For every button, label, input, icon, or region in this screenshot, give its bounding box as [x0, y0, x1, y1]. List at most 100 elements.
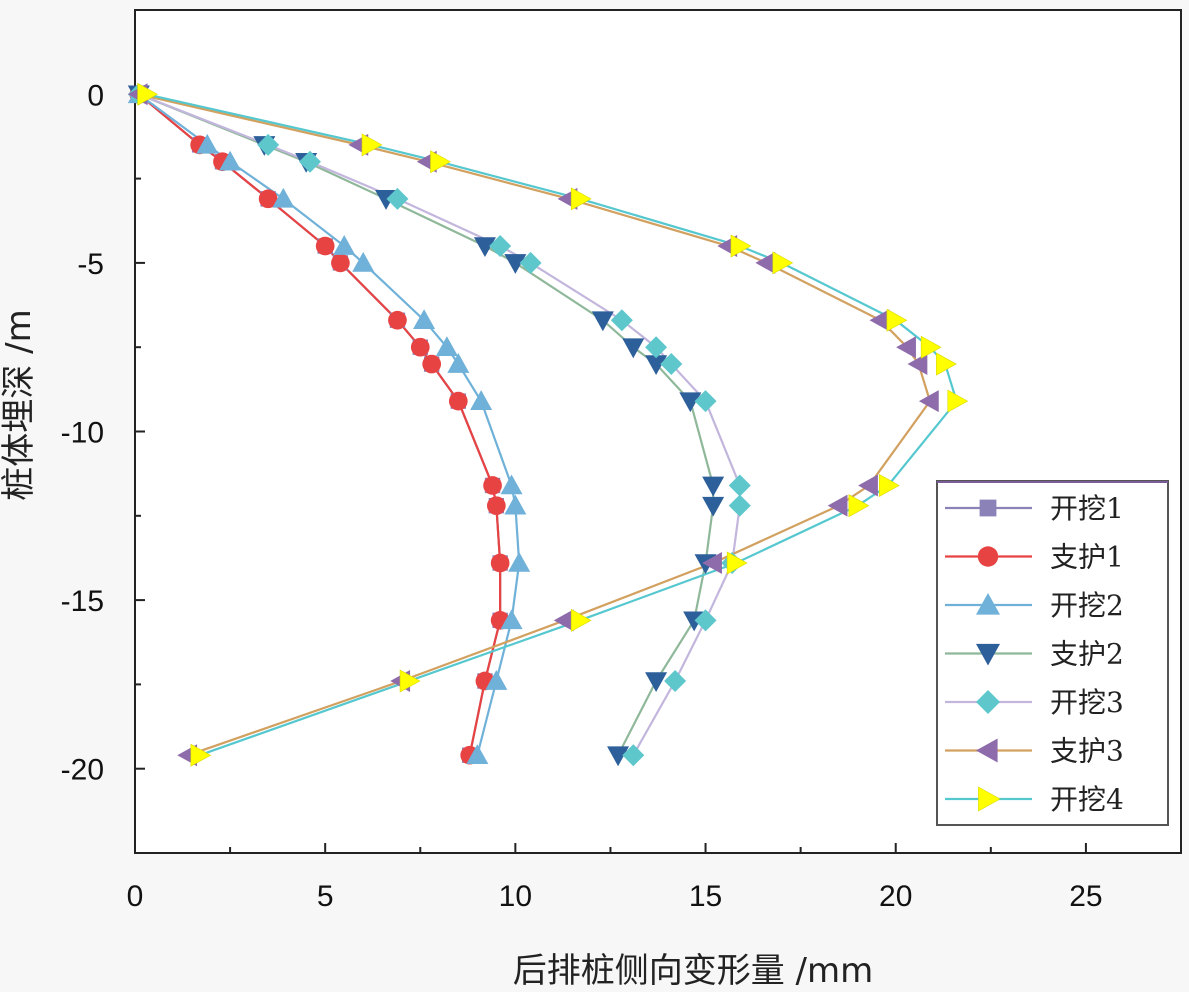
series-5-point	[664, 670, 687, 693]
series-4-point	[702, 496, 725, 517]
series-2-point	[331, 253, 350, 273]
series-4-point	[645, 355, 668, 376]
series-7-point	[920, 335, 942, 359]
series-line-2	[138, 93, 502, 756]
legend-marker-4	[976, 643, 1000, 666]
series-7-point	[772, 251, 794, 275]
legend-marker-2	[977, 546, 999, 567]
series-5-point	[622, 744, 645, 767]
legend-label-4: 支护2	[1050, 638, 1124, 671]
series-7-point	[730, 234, 752, 258]
series-5-point	[610, 309, 633, 332]
x-axis-title: 后排桩侧向变形量 /mm	[513, 951, 874, 991]
series-markers	[127, 82, 969, 767]
series-2-point	[448, 391, 468, 411]
series-2-point	[490, 553, 510, 573]
series-2-point	[483, 476, 502, 495]
series-4-point	[622, 338, 645, 359]
x-tick-label: 10	[499, 880, 532, 913]
series-5-point	[298, 150, 321, 173]
x-tick-label: 15	[689, 880, 722, 913]
series-3-point	[219, 150, 242, 171]
series-3-point	[413, 309, 436, 330]
legend-marker-3	[976, 593, 1000, 615]
series-3-point	[196, 133, 219, 154]
series-5-point	[519, 251, 542, 274]
series-3-point	[485, 670, 508, 690]
y-tick-label: -15	[61, 585, 104, 618]
series-4-point	[645, 672, 668, 693]
legend: 开挖1 支护1 开挖2 支护2 开挖3 支护3 开挖4	[936, 480, 1169, 826]
series-4-point	[607, 746, 630, 767]
series-3-point	[470, 390, 493, 410]
series-2-point	[315, 236, 335, 256]
series-3-point	[272, 187, 295, 208]
series-7-point	[190, 743, 212, 767]
series-3-point	[466, 744, 489, 765]
series-3-point	[508, 552, 531, 572]
series-2-point	[410, 337, 430, 357]
legend-marker-7	[978, 786, 1001, 812]
series-7-point	[726, 551, 748, 575]
series-4-point	[473, 237, 496, 258]
series-5-point	[694, 609, 717, 632]
series-6-point	[702, 552, 722, 575]
axis-ticks	[134, 9, 1182, 854]
series-line-4	[138, 93, 715, 756]
legend-label-5: 开挖3	[1050, 686, 1124, 719]
x-tick-labels: 0 5 10 15 20 25	[127, 880, 1103, 913]
series-7-point	[936, 352, 957, 376]
series-5-point	[257, 133, 280, 156]
series-5-point	[386, 187, 409, 210]
series-7-point	[399, 669, 421, 693]
legend-label-3: 开挖2	[1050, 589, 1124, 622]
series-7-point	[570, 187, 592, 211]
series-2-point	[388, 310, 407, 330]
y-tick-labels: 0 -5 -10 -15 -20	[61, 79, 104, 786]
y-tick-label: -20	[61, 754, 104, 787]
series-7-point	[879, 473, 900, 497]
series-3-point	[500, 609, 523, 630]
series-7-point	[361, 133, 383, 157]
series-lines	[138, 93, 958, 757]
x-tick-label: 20	[879, 880, 912, 913]
x-tick-label: 0	[127, 880, 144, 913]
series-7-point	[570, 608, 592, 632]
series-6-point	[896, 336, 916, 359]
series-6-point	[755, 251, 776, 274]
series-6-point	[827, 494, 848, 517]
legend-marker-1	[979, 499, 997, 517]
y-tick-label: -10	[61, 417, 104, 450]
legend-label-2: 支护1	[1050, 541, 1124, 574]
series-2-point	[422, 354, 442, 374]
series-7-point	[430, 150, 451, 174]
legend-label-1: 开挖1	[1050, 492, 1124, 525]
series-5-point	[489, 235, 512, 258]
series-7-point	[137, 82, 159, 106]
y-tick-label: 0	[87, 79, 104, 112]
series-6-point	[869, 309, 890, 332]
series-3-point	[352, 251, 375, 272]
legend-marker-5	[976, 690, 1000, 714]
series-5-point	[728, 474, 751, 497]
series-6-point	[858, 474, 878, 497]
series-2-point	[486, 496, 506, 516]
series-6-point	[553, 609, 574, 632]
series-5-point	[694, 390, 717, 413]
series-7-point	[886, 308, 908, 332]
series-4-point	[591, 311, 614, 332]
legend-label-7: 开挖4	[1050, 783, 1124, 816]
series-4-point	[679, 392, 702, 413]
x-tick-label: 25	[1069, 880, 1102, 913]
series-5-point	[645, 336, 668, 359]
series-5-point	[728, 494, 751, 517]
series-4-point	[504, 254, 527, 274]
legend-label-6: 支护3	[1050, 735, 1124, 768]
y-tick-label: -5	[77, 248, 104, 281]
series-3-point	[504, 494, 527, 515]
series-7-point	[947, 389, 969, 413]
series-2-point	[258, 189, 278, 209]
series-3-point	[435, 336, 458, 356]
series-4-point	[702, 476, 725, 497]
